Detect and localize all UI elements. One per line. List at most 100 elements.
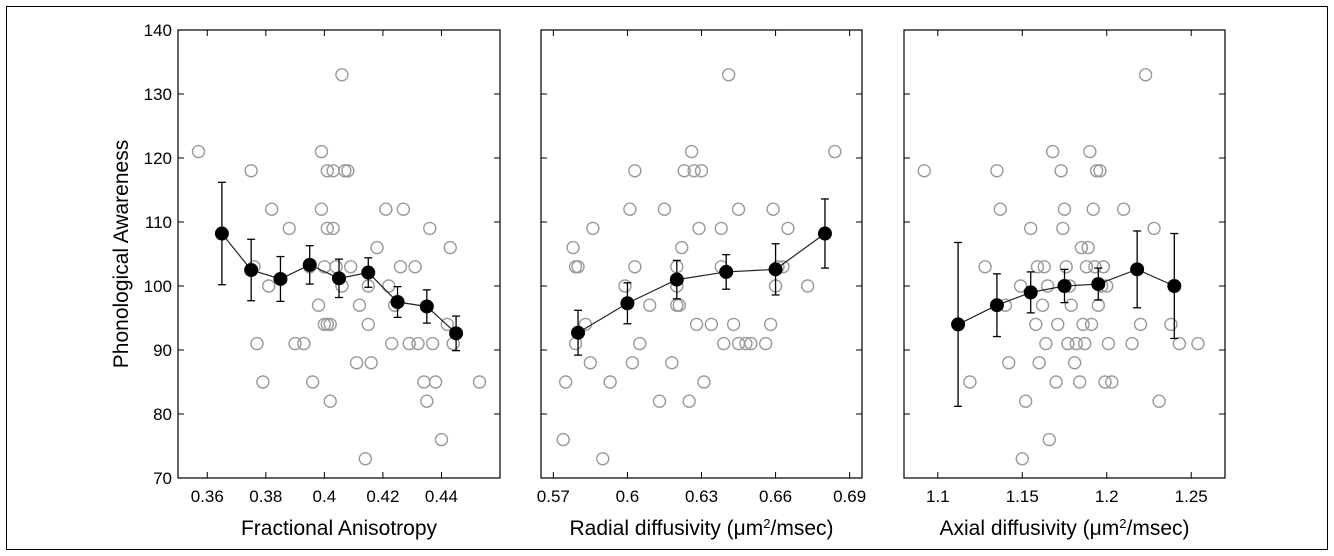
scatter-point — [677, 164, 691, 178]
mean-point — [1057, 279, 1072, 293]
scatter-point — [1056, 221, 1070, 236]
scatter-point — [721, 68, 736, 82]
y-axis-label: Phonological Awareness — [110, 140, 133, 368]
scatter-point — [744, 336, 758, 351]
x-tick-label: 1.25 — [1175, 487, 1208, 506]
scatter-point — [828, 144, 842, 159]
scatter-point — [1035, 298, 1050, 312]
scatter-point — [1084, 317, 1099, 332]
x-tick-label: 0.38 — [249, 487, 282, 506]
scatter-point — [731, 336, 746, 351]
scatter-point — [625, 356, 640, 370]
scatter-point — [402, 336, 416, 351]
scatter-point — [323, 317, 337, 332]
plot-frame-2 — [540, 29, 863, 479]
mean-point — [419, 299, 434, 314]
scatter-point — [990, 164, 1004, 178]
mean-point — [390, 295, 405, 309]
x-axis-label: Radial diffusivity (μm2/msec) — [569, 516, 833, 541]
scatter-point — [1045, 144, 1060, 159]
scatter-point — [697, 375, 711, 389]
mean-point — [817, 226, 832, 241]
scatter-point — [704, 317, 719, 332]
scatter-point — [1152, 394, 1166, 408]
scatter-point — [623, 202, 637, 216]
scatter-point — [311, 298, 326, 312]
scatter-point — [1091, 298, 1105, 312]
x-tick-label: 0.44 — [425, 487, 458, 506]
scatter-point — [759, 336, 773, 351]
scatter-point — [338, 164, 352, 178]
scatter-point — [682, 394, 696, 408]
scatter-point — [411, 336, 425, 351]
scatter-point — [250, 336, 264, 351]
scatter-point — [1081, 240, 1095, 255]
scatter-point — [556, 432, 570, 447]
scatter-point — [434, 432, 449, 447]
scatter-point — [1002, 356, 1016, 370]
scatter-point — [1029, 317, 1043, 332]
scatter-point — [1083, 144, 1097, 159]
scatter-point — [1191, 336, 1205, 351]
mean-point — [989, 298, 1004, 313]
scatter-point — [314, 202, 329, 216]
scatter-point — [1067, 356, 1082, 370]
plot-frame-3 — [903, 29, 1226, 479]
scatter-point — [618, 279, 632, 293]
scatter-point — [417, 375, 431, 389]
scatter-point — [1105, 375, 1119, 389]
mean-point — [244, 263, 259, 277]
mean-point — [1130, 262, 1145, 277]
x-tick-label: 0.69 — [833, 487, 866, 506]
mean-point — [273, 271, 288, 286]
scatter-point — [1133, 317, 1148, 332]
y-tick-label: 90 — [153, 341, 172, 360]
x-tick-label: 1.1 — [926, 487, 950, 506]
scatter-point — [382, 279, 396, 293]
x-tick-label: 0.57 — [537, 487, 570, 506]
x-axis-label: Fractional Anisotropy — [241, 517, 438, 540]
scatter-point — [1057, 202, 1072, 216]
scatter-point — [596, 452, 610, 466]
scatter-point — [963, 375, 977, 389]
scatter-point — [440, 317, 455, 332]
scatter-point — [993, 202, 1007, 216]
scatter-point — [329, 260, 343, 274]
scatter-point — [1040, 279, 1055, 293]
scatter-point — [1059, 260, 1073, 274]
scatter-point — [1098, 375, 1112, 389]
y-tick-label: 110 — [145, 213, 172, 232]
scatter-point — [1024, 221, 1038, 236]
scatter-point — [443, 240, 457, 255]
mean-point — [361, 265, 376, 280]
scatter-point — [314, 144, 329, 159]
x-tick-label: 0.63 — [685, 487, 718, 506]
scatter-point — [305, 375, 320, 389]
scatter-point — [687, 164, 701, 178]
scatter-point — [288, 336, 302, 351]
scatter-point — [379, 202, 393, 216]
scatter-point — [349, 356, 364, 370]
scatter-point — [1064, 298, 1078, 312]
scatter-point — [1079, 260, 1094, 274]
mean-point — [1023, 285, 1038, 300]
scatter-point — [717, 336, 731, 351]
mean-point — [1167, 279, 1182, 293]
scatter-point — [763, 317, 778, 332]
scatter-point — [344, 260, 358, 274]
scatter-point — [558, 375, 573, 389]
scatter-point — [341, 164, 355, 178]
scatter-point — [583, 356, 598, 370]
scatter-point — [1015, 452, 1029, 466]
y-tick-label: 100 — [144, 277, 172, 296]
x-tick-label: 1.15 — [1006, 487, 1039, 506]
mean-point — [571, 325, 586, 340]
x-tick-label: 0.66 — [759, 487, 792, 506]
scatter-point — [642, 298, 657, 312]
mean-point — [620, 296, 635, 311]
scatter-point — [657, 202, 672, 216]
y-tick-label: 80 — [153, 405, 172, 424]
scatter-point — [1061, 336, 1075, 351]
